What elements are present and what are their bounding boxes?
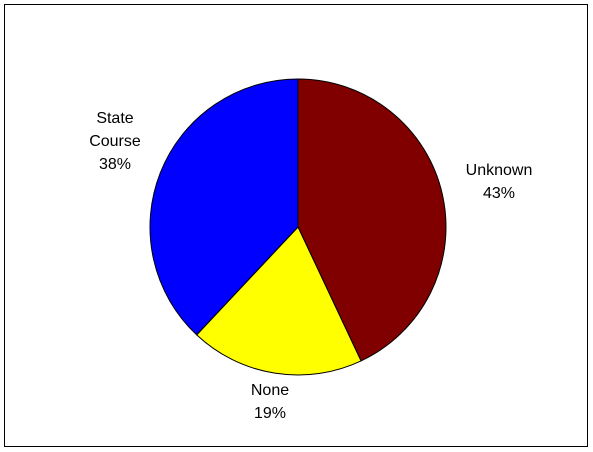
pie-slice-none	[195, 226, 362, 376]
slice-label-state-course: State Course 38%	[89, 110, 141, 173]
pie-chart: Unknown 43% None 19% State Course 38%	[89, 78, 533, 422]
pie-slice-state-course	[149, 78, 299, 336]
pie-slice-unknown	[297, 78, 447, 362]
chart-frame: Unknown 43% None 19% State Course 38%	[4, 4, 588, 447]
slice-label-none: None 19%	[251, 382, 289, 422]
slice-label-unknown: Unknown 43%	[466, 162, 533, 202]
